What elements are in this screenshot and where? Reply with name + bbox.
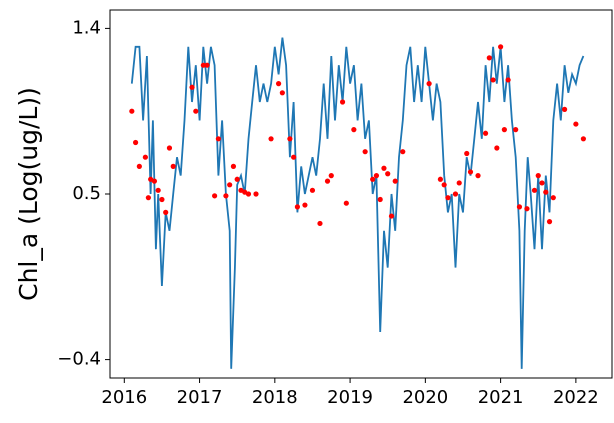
observed-point <box>204 62 210 68</box>
observed-point <box>227 182 233 188</box>
observed-point <box>291 154 297 160</box>
observed-point <box>573 121 579 127</box>
observed-point <box>294 204 301 210</box>
observed-point <box>193 108 199 114</box>
x-tick-label: 2019 <box>327 387 373 408</box>
observed-point <box>136 163 142 169</box>
observed-point <box>245 191 252 197</box>
observed-point <box>200 62 206 68</box>
observed-point <box>145 195 151 201</box>
observed-point <box>426 81 432 87</box>
y-tick-label: −0.4 <box>57 349 101 370</box>
observed-point <box>159 196 165 203</box>
observed-point <box>385 171 391 177</box>
observed-point <box>317 220 323 227</box>
observed-point <box>268 136 274 142</box>
observed-point <box>377 196 383 203</box>
observed-point <box>287 136 293 142</box>
observed-point <box>524 206 530 212</box>
x-tick-label: 2017 <box>177 387 223 408</box>
observed-point <box>490 77 496 83</box>
observed-point <box>486 55 492 61</box>
x-tick-label: 2020 <box>402 387 448 408</box>
y-tick-label: 0.5 <box>72 183 101 204</box>
observed-point <box>388 213 395 219</box>
observed-point <box>561 106 568 112</box>
observed-point <box>370 176 376 182</box>
observed-point <box>475 173 481 179</box>
observed-point <box>539 180 545 186</box>
observed-point <box>445 195 451 201</box>
observed-point <box>170 163 176 169</box>
model-line <box>130 37 585 369</box>
observed-point <box>351 127 357 133</box>
observed-point <box>309 187 316 193</box>
observed-point <box>151 178 158 184</box>
observed-point <box>253 191 259 197</box>
observed-point <box>513 127 519 133</box>
observed-point <box>142 154 148 160</box>
x-tick-label: 2018 <box>252 387 298 408</box>
observed-point <box>531 187 538 193</box>
observed-point <box>275 81 282 87</box>
x-tick-label: 2016 <box>101 387 147 408</box>
observed-point <box>279 90 285 96</box>
x-tick-label: 2021 <box>478 387 524 408</box>
observed-point <box>328 173 334 179</box>
observed-point <box>456 180 462 186</box>
observed-point <box>464 150 470 157</box>
observed-point <box>381 165 387 171</box>
observed-point <box>234 176 240 182</box>
observed-point <box>494 145 500 151</box>
observed-point <box>339 99 346 105</box>
observed-point <box>163 209 169 215</box>
y-axis-label: Chl_a (Log(ug/L)) <box>14 87 43 301</box>
observed-point <box>441 182 447 188</box>
observed-point <box>400 149 406 155</box>
observed-point <box>392 178 398 184</box>
observed-point <box>189 84 195 90</box>
observed-point <box>535 173 541 179</box>
observed-point <box>467 169 474 175</box>
observed-point <box>550 195 556 201</box>
y-tick-label: 1.4 <box>72 17 101 38</box>
observed-point <box>343 200 349 206</box>
observed-point <box>516 204 523 210</box>
observed-point <box>230 163 237 169</box>
observed-point <box>543 189 549 195</box>
observed-point <box>437 176 444 182</box>
observed-point <box>498 44 504 50</box>
observed-point <box>155 187 161 193</box>
observed-point <box>132 139 139 146</box>
observed-point <box>452 191 459 197</box>
x-tick-label: 2022 <box>553 387 599 408</box>
observed-point <box>223 193 229 199</box>
observed-point <box>501 127 507 133</box>
observed-point <box>546 219 553 225</box>
observed-point <box>373 173 380 179</box>
observed-point <box>324 178 331 184</box>
observed-point <box>580 136 587 142</box>
observed-point <box>362 149 368 155</box>
observed-point <box>166 145 173 151</box>
observed-point <box>212 193 218 199</box>
observed-point <box>505 77 511 83</box>
observed-point <box>215 136 221 142</box>
observed-point <box>129 108 135 114</box>
observed-point <box>302 202 308 208</box>
observed-point <box>482 130 489 136</box>
